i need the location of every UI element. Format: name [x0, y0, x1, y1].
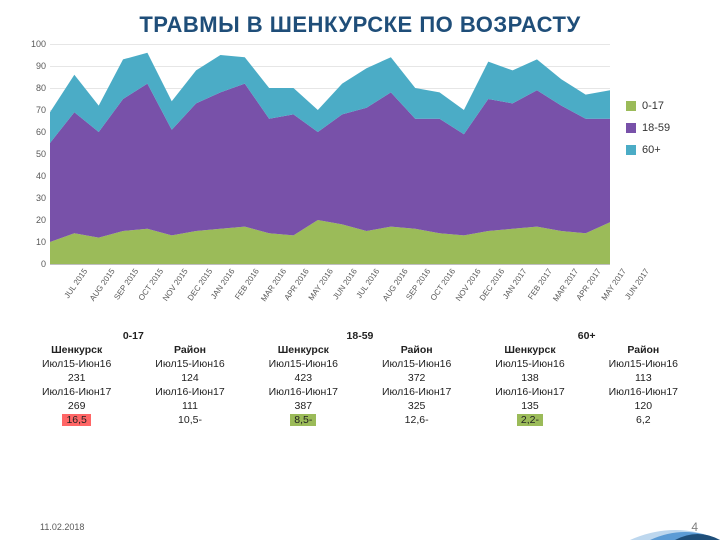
- y-axis-tick: 20: [24, 215, 46, 225]
- y-axis-tick: 100: [24, 39, 46, 49]
- table-cell: Июл15-Июн16: [133, 357, 246, 371]
- chart-container: 0102030405060708090100JUL 2015AUG 2015SE…: [20, 44, 700, 327]
- legend-swatch: [626, 145, 636, 155]
- table-sub-header: Район: [587, 343, 700, 357]
- table-cell: Июл16-Июн17: [247, 385, 360, 399]
- table-cell: 120: [587, 399, 700, 413]
- table-cell: 372: [360, 371, 473, 385]
- delta-value: 12,6-: [401, 414, 433, 426]
- x-axis-tick: JUL 2015: [62, 267, 89, 300]
- y-axis-tick: 80: [24, 83, 46, 93]
- page-title: ТРАВМЫ В ШЕНКУРСКЕ ПО ВОЗРАСТУ: [20, 12, 700, 38]
- x-axis-tick: FEB 2016: [234, 267, 262, 301]
- table-cell: 269: [20, 399, 133, 413]
- table-sub-header: Шенкурск: [247, 343, 360, 357]
- legend-swatch: [626, 123, 636, 133]
- corner-accent: [630, 520, 720, 540]
- delta-value: 10,5-: [174, 414, 206, 426]
- table-cell: 12,6-: [360, 413, 473, 427]
- table-cell: Июл16-Июн17: [473, 385, 586, 399]
- legend-item: 60+: [626, 144, 670, 156]
- y-axis-tick: 40: [24, 171, 46, 181]
- y-axis-tick: 90: [24, 61, 46, 71]
- y-axis-tick: 50: [24, 149, 46, 159]
- table-cell: 135: [473, 399, 586, 413]
- table-cell: Июл15-Июн16: [247, 357, 360, 371]
- y-axis-tick: 70: [24, 105, 46, 115]
- legend-swatch: [626, 101, 636, 111]
- y-axis-tick: 60: [24, 127, 46, 137]
- y-axis-tick: 10: [24, 237, 46, 247]
- stacked-area-chart: 0102030405060708090100JUL 2015AUG 2015SE…: [50, 44, 610, 327]
- table-cell: 16,5: [20, 413, 133, 427]
- delta-value: 2,2-: [517, 414, 543, 426]
- table-group-header: 60+: [473, 329, 700, 343]
- table-cell: 124: [133, 371, 246, 385]
- table-cell: Июл15-Июн16: [473, 357, 586, 371]
- table-cell: Июл16-Июн17: [360, 385, 473, 399]
- table-cell: 138: [473, 371, 586, 385]
- y-axis-tick: 30: [24, 193, 46, 203]
- table-cell: 423: [247, 371, 360, 385]
- delta-value: 16,5: [62, 414, 90, 426]
- x-axis-labels: JUL 2015AUG 2015SEP 2015OCT 2015NOV 2015…: [50, 265, 610, 327]
- table-cell: 387: [247, 399, 360, 413]
- chart-plot-area: 0102030405060708090100: [50, 44, 610, 265]
- table-cell: Июл16-Июн17: [20, 385, 133, 399]
- table-cell: 6,2: [587, 413, 700, 427]
- table-cell: Июл15-Июн16: [587, 357, 700, 371]
- table-cell: 2,2-: [473, 413, 586, 427]
- table-cell: 8,5-: [247, 413, 360, 427]
- table-sub-header: Шенкурск: [20, 343, 133, 357]
- table-group-header: 0-17: [20, 329, 247, 343]
- table-cell: 111: [133, 399, 246, 413]
- legend-item: 18-59: [626, 122, 670, 134]
- x-axis-tick: JUN 2016: [331, 267, 359, 301]
- table-cell: 231: [20, 371, 133, 385]
- legend-label: 0-17: [642, 100, 664, 112]
- legend-item: 0-17: [626, 100, 670, 112]
- table-group-header: 18-59: [247, 329, 474, 343]
- table-sub-header: Шенкурск: [473, 343, 586, 357]
- legend-label: 60+: [642, 144, 661, 156]
- table-cell: 325: [360, 399, 473, 413]
- legend-label: 18-59: [642, 122, 670, 134]
- footer-date: 11.02.2018: [40, 522, 84, 532]
- table-cell: Июл15-Июн16: [360, 357, 473, 371]
- table-cell: 113: [587, 371, 700, 385]
- chart-svg: [50, 44, 610, 264]
- x-axis-tick: FEB 2017: [526, 267, 554, 301]
- y-axis-tick: 0: [24, 259, 46, 269]
- summary-table: 0-1718-5960+ШенкурскРайонШенкурскРайонШе…: [20, 329, 700, 427]
- x-axis-tick: MAY 2016: [307, 267, 335, 302]
- table-cell: 10,5-: [133, 413, 246, 427]
- table-cell: Июл16-Июн17: [587, 385, 700, 399]
- x-axis-tick: DEC 2015: [185, 267, 214, 302]
- table-sub-header: Район: [360, 343, 473, 357]
- chart-legend: 0-17 18-59 60+: [626, 90, 670, 166]
- delta-value: 6,2: [632, 414, 655, 426]
- delta-value: 8,5-: [290, 414, 316, 426]
- table-cell: Июл16-Июн17: [133, 385, 246, 399]
- table-cell: Июл15-Июн16: [20, 357, 133, 371]
- table-sub-header: Район: [133, 343, 246, 357]
